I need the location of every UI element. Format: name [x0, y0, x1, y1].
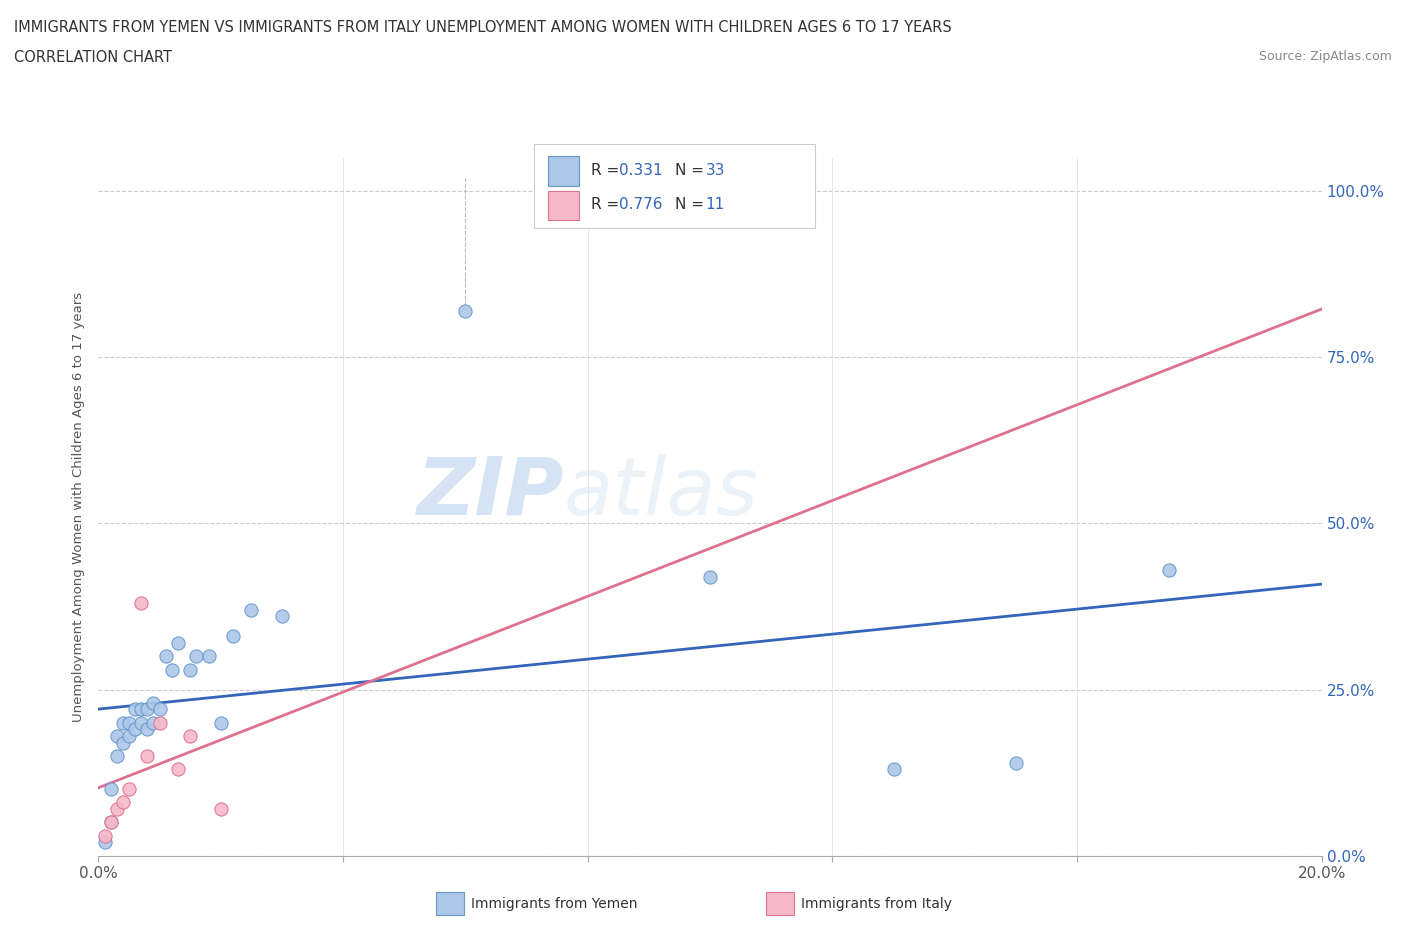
- Text: 33: 33: [706, 163, 725, 178]
- Point: [142, 696, 165, 711]
- Point: [186, 649, 208, 664]
- Point: [105, 728, 128, 743]
- Point: [105, 802, 128, 817]
- Point: [179, 662, 201, 677]
- Point: [270, 609, 292, 624]
- Point: [160, 662, 183, 677]
- Point: [136, 722, 159, 737]
- Point: [118, 728, 141, 743]
- Point: [93, 835, 115, 850]
- Point: [100, 782, 122, 797]
- Point: [1157, 563, 1180, 578]
- Point: [883, 762, 905, 777]
- Point: [100, 815, 122, 830]
- Point: [118, 715, 141, 730]
- Point: [699, 569, 721, 584]
- Point: [454, 303, 477, 318]
- Text: atlas: atlas: [564, 454, 758, 532]
- Text: R =: R =: [591, 163, 624, 178]
- Point: [167, 635, 190, 650]
- Point: [111, 795, 134, 810]
- Point: [136, 702, 159, 717]
- Point: [142, 715, 165, 730]
- Point: [111, 715, 134, 730]
- Text: Immigrants from Yemen: Immigrants from Yemen: [471, 897, 637, 911]
- Point: [197, 649, 219, 664]
- Text: R =: R =: [591, 197, 624, 212]
- Point: [179, 728, 201, 743]
- Point: [209, 715, 232, 730]
- Point: [167, 762, 190, 777]
- Text: CORRELATION CHART: CORRELATION CHART: [14, 50, 172, 65]
- Point: [118, 782, 141, 797]
- Point: [1004, 755, 1026, 770]
- Text: Immigrants from Italy: Immigrants from Italy: [801, 897, 952, 911]
- Point: [136, 749, 159, 764]
- Point: [129, 702, 152, 717]
- Point: [111, 736, 134, 751]
- Text: 0.776: 0.776: [619, 197, 662, 212]
- Point: [209, 802, 232, 817]
- Text: 0.331: 0.331: [619, 163, 662, 178]
- Point: [105, 749, 128, 764]
- Text: IMMIGRANTS FROM YEMEN VS IMMIGRANTS FROM ITALY UNEMPLOYMENT AMONG WOMEN WITH CHI: IMMIGRANTS FROM YEMEN VS IMMIGRANTS FROM…: [14, 20, 952, 35]
- Text: N =: N =: [675, 163, 709, 178]
- Point: [124, 722, 146, 737]
- Text: ZIP: ZIP: [416, 454, 564, 532]
- Point: [124, 702, 146, 717]
- Y-axis label: Unemployment Among Women with Children Ages 6 to 17 years: Unemployment Among Women with Children A…: [72, 292, 86, 722]
- Point: [129, 715, 152, 730]
- Point: [155, 649, 177, 664]
- Point: [100, 815, 122, 830]
- Point: [240, 603, 263, 618]
- Text: N =: N =: [675, 197, 709, 212]
- Text: 11: 11: [706, 197, 725, 212]
- Text: Source: ZipAtlas.com: Source: ZipAtlas.com: [1258, 50, 1392, 63]
- Point: [129, 596, 152, 611]
- Point: [93, 829, 115, 844]
- Point: [149, 715, 172, 730]
- Point: [149, 702, 172, 717]
- Point: [222, 629, 245, 644]
